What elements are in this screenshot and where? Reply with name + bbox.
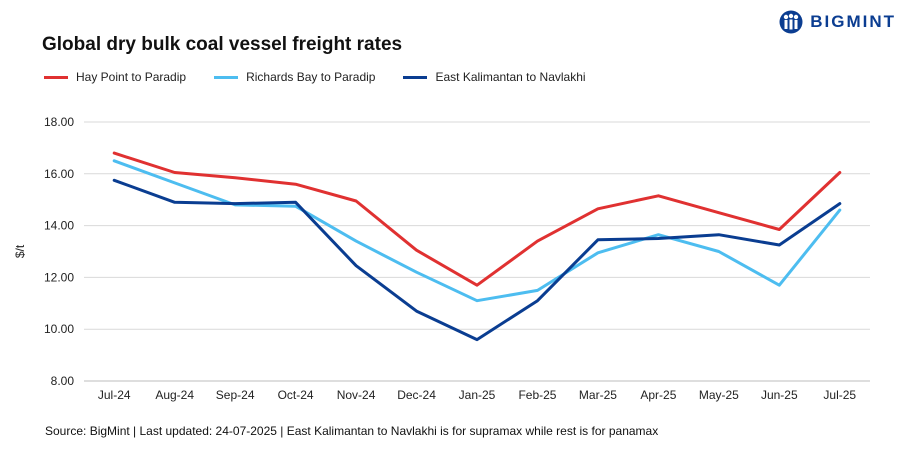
x-tick-label: Dec-24 xyxy=(397,388,436,402)
x-tick-label: Mar-25 xyxy=(579,388,617,402)
y-tick-label: 12.00 xyxy=(44,270,74,284)
series-line-2 xyxy=(112,178,842,342)
y-tick-label: 16.00 xyxy=(44,167,74,181)
legend-swatch-1 xyxy=(214,75,239,79)
x-tick-label: Jan-25 xyxy=(459,388,496,402)
legend-item: East Kalimantan to Navlakhi xyxy=(403,70,586,84)
x-tick-label: Jul-24 xyxy=(98,388,131,402)
x-tick-label: Jun-25 xyxy=(761,388,798,402)
series-line-1 xyxy=(112,159,842,303)
brand-logo: BIGMINT xyxy=(778,10,896,34)
brand-name: BIGMINT xyxy=(810,12,896,31)
chart-title: Global dry bulk coal vessel freight rate… xyxy=(42,34,403,55)
y-tick-label: 10.00 xyxy=(44,322,74,336)
legend-item: Richards Bay to Paradip xyxy=(214,70,375,84)
legend-swatch-2 xyxy=(403,75,428,79)
series-line-0 xyxy=(112,151,842,287)
chart-legend: Hay Point to Paradip Richards Bay to Par… xyxy=(44,70,586,84)
legend-label-2: East Kalimantan to Navlakhi xyxy=(435,70,586,84)
y-tick-label: 18.00 xyxy=(44,115,74,129)
x-tick-label: Jul-25 xyxy=(823,388,856,402)
x-tick-label: Nov-24 xyxy=(337,388,376,402)
y-tick-label: 14.00 xyxy=(44,219,74,233)
y-tick-label: 8.00 xyxy=(51,374,75,388)
legend-swatch-0 xyxy=(44,75,68,79)
x-tick-label: Sep-24 xyxy=(216,388,255,402)
bigmint-logo-icon xyxy=(779,10,803,34)
x-tick-label: Aug-24 xyxy=(155,388,194,402)
source-footnote: Source: BigMint | Last updated: 24-07-20… xyxy=(45,424,659,438)
legend-item: Hay Point to Paradip xyxy=(44,70,186,84)
x-tick-label: Oct-24 xyxy=(278,388,314,402)
y-axis-label: $/t xyxy=(13,244,27,258)
legend-label-1: Richards Bay to Paradip xyxy=(246,70,376,84)
x-tick-label: May-25 xyxy=(699,388,739,402)
legend-label-0: Hay Point to Paradip xyxy=(76,70,187,84)
x-tick-label: Apr-25 xyxy=(640,388,676,402)
x-tick-label: Feb-25 xyxy=(518,388,556,402)
